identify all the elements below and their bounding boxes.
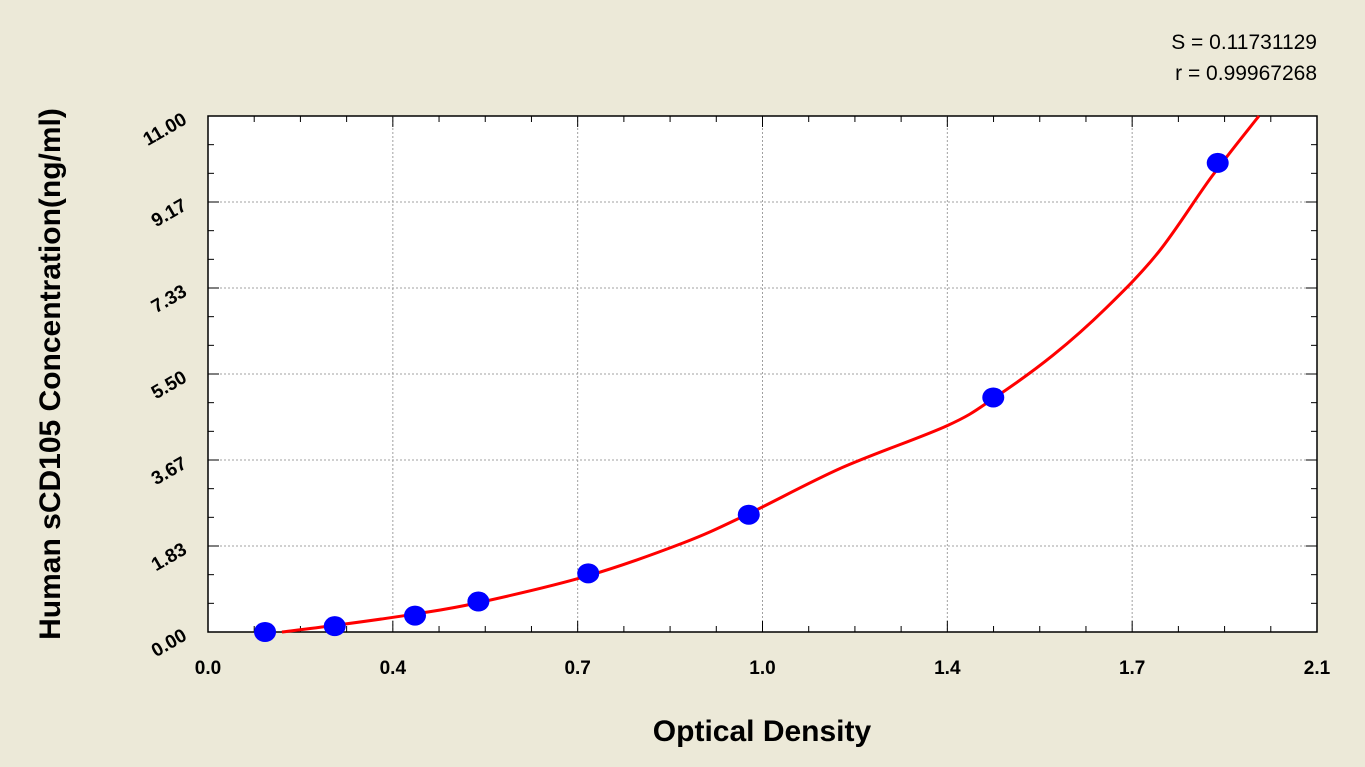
x-axis-title: Optical Density [653,715,872,748]
y-tick-label: 11.00 [140,109,191,150]
y-tick-label: 1.83 [148,539,191,576]
data-point [982,387,1005,408]
x-tick-label: 1.4 [934,658,961,679]
x-tick-labels: 0.0 0.4 0.7 1.0 1.4 1.7 2.1 [195,658,1331,679]
data-point [323,616,346,637]
data-point [404,605,427,626]
data-point [467,591,490,612]
data-points [254,152,1229,642]
data-point [737,504,760,525]
x-tick-label: 0.4 [380,658,407,679]
x-tick-label: 0.0 [195,658,221,679]
y-tick-label: 5.50 [148,367,191,404]
y-tick-label: 3.67 [148,453,191,490]
fit-curve [281,115,1261,634]
data-point [1206,152,1229,173]
stat-r-value: r = 0.99967268 [1175,62,1317,85]
x-tick-label: 2.1 [1304,658,1331,679]
x-tick-label: 1.0 [749,658,775,679]
data-point [577,563,600,584]
x-tick-label: 1.7 [1119,658,1145,679]
y-tick-label: 9.17 [148,195,191,232]
axis-ticks [207,115,1318,633]
y-tick-label: 0.00 [148,625,191,662]
x-tick-label: 0.7 [564,658,590,679]
fit-curve-line [281,115,1261,634]
y-tick-label: 7.33 [148,281,191,318]
data-point [254,622,277,642]
y-axis-title: Human sCD105 Concentration(ng/ml) [34,108,67,640]
grid-lines [208,116,1317,632]
y-tick-labels: 0.00 1.83 3.67 5.50 7.33 9.17 11.00 [140,109,191,662]
stat-s-value: S = 0.11731129 [1171,31,1317,54]
